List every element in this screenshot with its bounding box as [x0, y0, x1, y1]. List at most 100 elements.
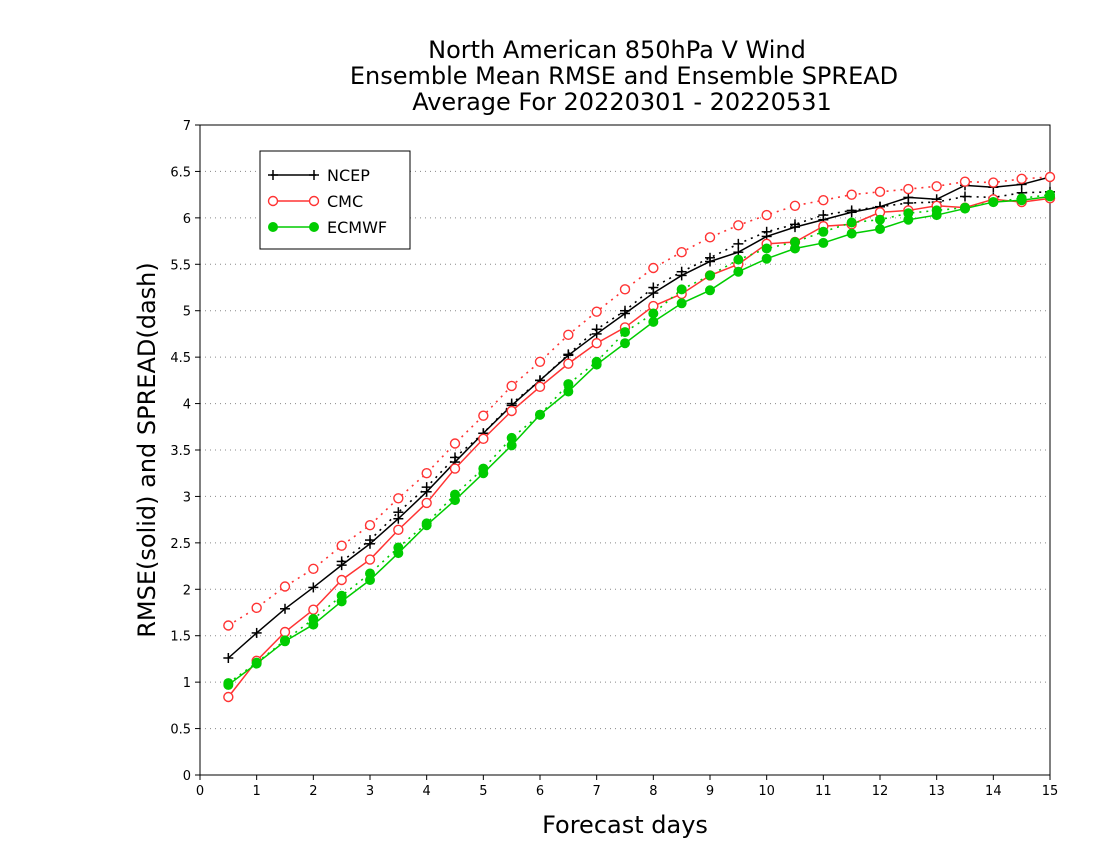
x-tick-label: 13	[928, 784, 945, 799]
cmc-spread-point	[336, 540, 347, 551]
cmc-spread-point	[789, 200, 801, 211]
ncep-rmse-point	[393, 513, 404, 524]
y-tick-label: 1.5	[170, 630, 191, 645]
cmc-rmse-point	[279, 626, 291, 638]
y-tick-label: 2.5	[170, 537, 191, 552]
ncep-rmse-point	[676, 270, 687, 281]
x-tick-label: 9	[706, 784, 714, 799]
x-tick-label: 10	[758, 784, 775, 799]
y-tick-label: 3.5	[170, 444, 191, 459]
legend-item-ecmwf: ECMWF	[268, 218, 387, 237]
cmc-spread-point	[619, 284, 631, 295]
y-tick-label: 0	[183, 769, 191, 784]
ncep-rmse-point	[705, 256, 715, 267]
ncep-rmse-point	[365, 538, 375, 549]
ecmwf-rmse-point	[365, 575, 375, 585]
cmc-spread-line	[227, 176, 1051, 627]
cmc-spread-point	[648, 262, 659, 274]
ecmwf-rmse-point	[336, 596, 347, 607]
cmc-spread-point	[279, 581, 291, 592]
cmc-spread-point	[903, 183, 914, 195]
ecmwf-rmse-point	[478, 468, 489, 479]
y-tick-label: 1	[183, 676, 191, 691]
x-tick-label: 4	[423, 784, 431, 799]
ecmwf-rmse-point	[620, 338, 630, 349]
x-tick-label: 3	[366, 784, 374, 799]
ncep-rmse-point	[336, 560, 347, 571]
ecmwf-spread-point	[875, 214, 885, 225]
ecmwf-rmse-point	[648, 316, 659, 327]
cmc-rmse-point	[223, 691, 234, 703]
ecmwf-rmse-point	[790, 243, 800, 254]
ecmwf-spread-point	[705, 270, 715, 281]
ncep-rmse-point	[846, 207, 857, 218]
ecmwf-rmse-point	[1045, 191, 1055, 202]
ecmwf-rmse-point	[903, 214, 914, 225]
cmc-rmse-point	[336, 574, 347, 586]
ncep-rmse-point	[648, 288, 659, 299]
cmc-spread-point	[563, 329, 574, 341]
ecmwf-spread-point	[620, 327, 630, 338]
ncep-rmse-point	[421, 486, 432, 497]
ecmwf-rmse-point	[818, 237, 829, 248]
ecmwf-rmse-point	[988, 197, 999, 208]
ecmwf-rmse-point	[223, 679, 234, 690]
ecmwf-rmse-point	[450, 495, 460, 506]
ecmwf-rmse-point	[535, 409, 545, 420]
y-axis: 0 0.5 1 1.5 2 2.5 3 3.5 4 4.5 5 5.5 6 6.5 7	[170, 119, 200, 784]
cmc-rmse-point	[308, 604, 319, 615]
ncep-spread-point	[733, 238, 744, 249]
x-tick-label: 1	[253, 784, 261, 799]
legend-box	[259, 150, 411, 250]
ecmwf-rmse-point	[563, 386, 574, 397]
y-tick-label: 2	[183, 583, 191, 598]
cmc-spread-point	[818, 195, 829, 206]
title-line-2: Ensemble Mean RMSE and Ensemble SPREAD	[350, 62, 898, 90]
y-tick-label: 5.5	[170, 258, 191, 273]
cmc-spread-point	[591, 306, 602, 317]
y-tick-label: 6.5	[170, 165, 191, 180]
cmc-spread-point	[308, 563, 319, 575]
ecmwf-rmse-point	[960, 203, 970, 214]
ncep-rmse-point	[280, 603, 290, 614]
cmc-spread-point	[733, 220, 744, 231]
cmc-spread-point	[1044, 171, 1056, 183]
cmc-rmse-point	[421, 497, 432, 509]
legend-marker	[308, 195, 320, 207]
ecmwf-rmse-point	[733, 266, 744, 277]
cmc-spread-point	[846, 189, 857, 200]
y-tick-label: 4	[183, 398, 191, 413]
ecmwf-rmse-point	[705, 285, 715, 296]
x-tick-label: 0	[196, 784, 204, 799]
x-tick-label: 11	[815, 784, 832, 799]
legend-label: CMC	[327, 192, 363, 211]
cmc-rmse-point	[449, 463, 461, 474]
cmc-spread-point	[223, 620, 234, 631]
series-layer	[223, 171, 1056, 703]
series-cmc	[223, 171, 1056, 703]
ecmwf-rmse-point	[676, 298, 687, 309]
cmc-rmse-line	[227, 197, 1051, 698]
x-tick-label: 7	[593, 784, 601, 799]
ecmwf-spread-point	[761, 243, 772, 254]
ecmwf-rmse-point	[393, 548, 404, 559]
x-tick-label: 12	[872, 784, 889, 799]
cmc-spread-point	[1016, 173, 1027, 185]
cmc-spread-point	[478, 410, 489, 421]
y-axis-label: RMSE(solid) and SPREAD(dash)	[133, 262, 161, 638]
x-tick-label: 2	[309, 784, 317, 799]
legend-label: NCEP	[327, 166, 370, 185]
x-tick-label: 6	[536, 784, 544, 799]
legend-marker	[268, 222, 278, 232]
ecmwf-rmse-point	[761, 253, 772, 264]
ecmwf-spread-point	[733, 254, 744, 265]
title-line-3: Average For 20220301 - 20220531	[412, 88, 832, 116]
y-tick-label: 5	[183, 305, 191, 320]
x-tick-label: 15	[1042, 784, 1059, 799]
cmc-spread-point	[364, 520, 376, 531]
ecmwf-rmse-point	[308, 619, 319, 630]
cmc-rmse-point	[534, 381, 546, 393]
legend-item-cmc: CMC	[267, 192, 363, 211]
cmc-spread-point	[534, 356, 546, 367]
cmc-spread-point	[874, 186, 886, 198]
